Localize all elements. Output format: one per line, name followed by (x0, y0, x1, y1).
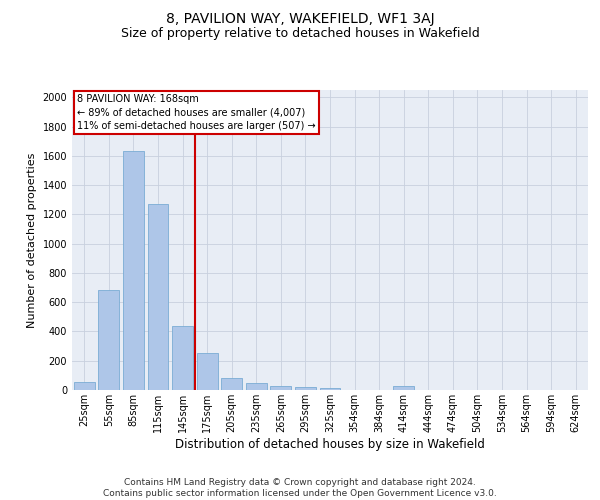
Bar (271, 386, 292, 390)
Bar (246, 382, 267, 390)
Y-axis label: Number of detached properties: Number of detached properties (27, 152, 37, 328)
Text: 8 PAVILION WAY: 168sqm
← 89% of detached houses are smaller (4,007)
11% of semi-: 8 PAVILION WAY: 168sqm ← 89% of detached… (77, 94, 316, 131)
Bar (393, 386, 414, 390)
Text: 8, PAVILION WAY, WAKEFIELD, WF1 3AJ: 8, PAVILION WAY, WAKEFIELD, WF1 3AJ (166, 12, 434, 26)
Text: Contains HM Land Registry data © Crown copyright and database right 2024.
Contai: Contains HM Land Registry data © Crown c… (103, 478, 497, 498)
Bar (98, 290, 119, 390)
Bar (74, 382, 95, 390)
Bar (172, 326, 193, 390)
Bar (197, 354, 218, 390)
Bar (148, 204, 169, 390)
Text: Size of property relative to detached houses in Wakefield: Size of property relative to detached ho… (121, 28, 479, 40)
Bar (320, 388, 340, 390)
X-axis label: Distribution of detached houses by size in Wakefield: Distribution of detached houses by size … (175, 438, 485, 450)
Bar (295, 387, 316, 390)
Bar (123, 152, 144, 390)
Bar (221, 378, 242, 390)
